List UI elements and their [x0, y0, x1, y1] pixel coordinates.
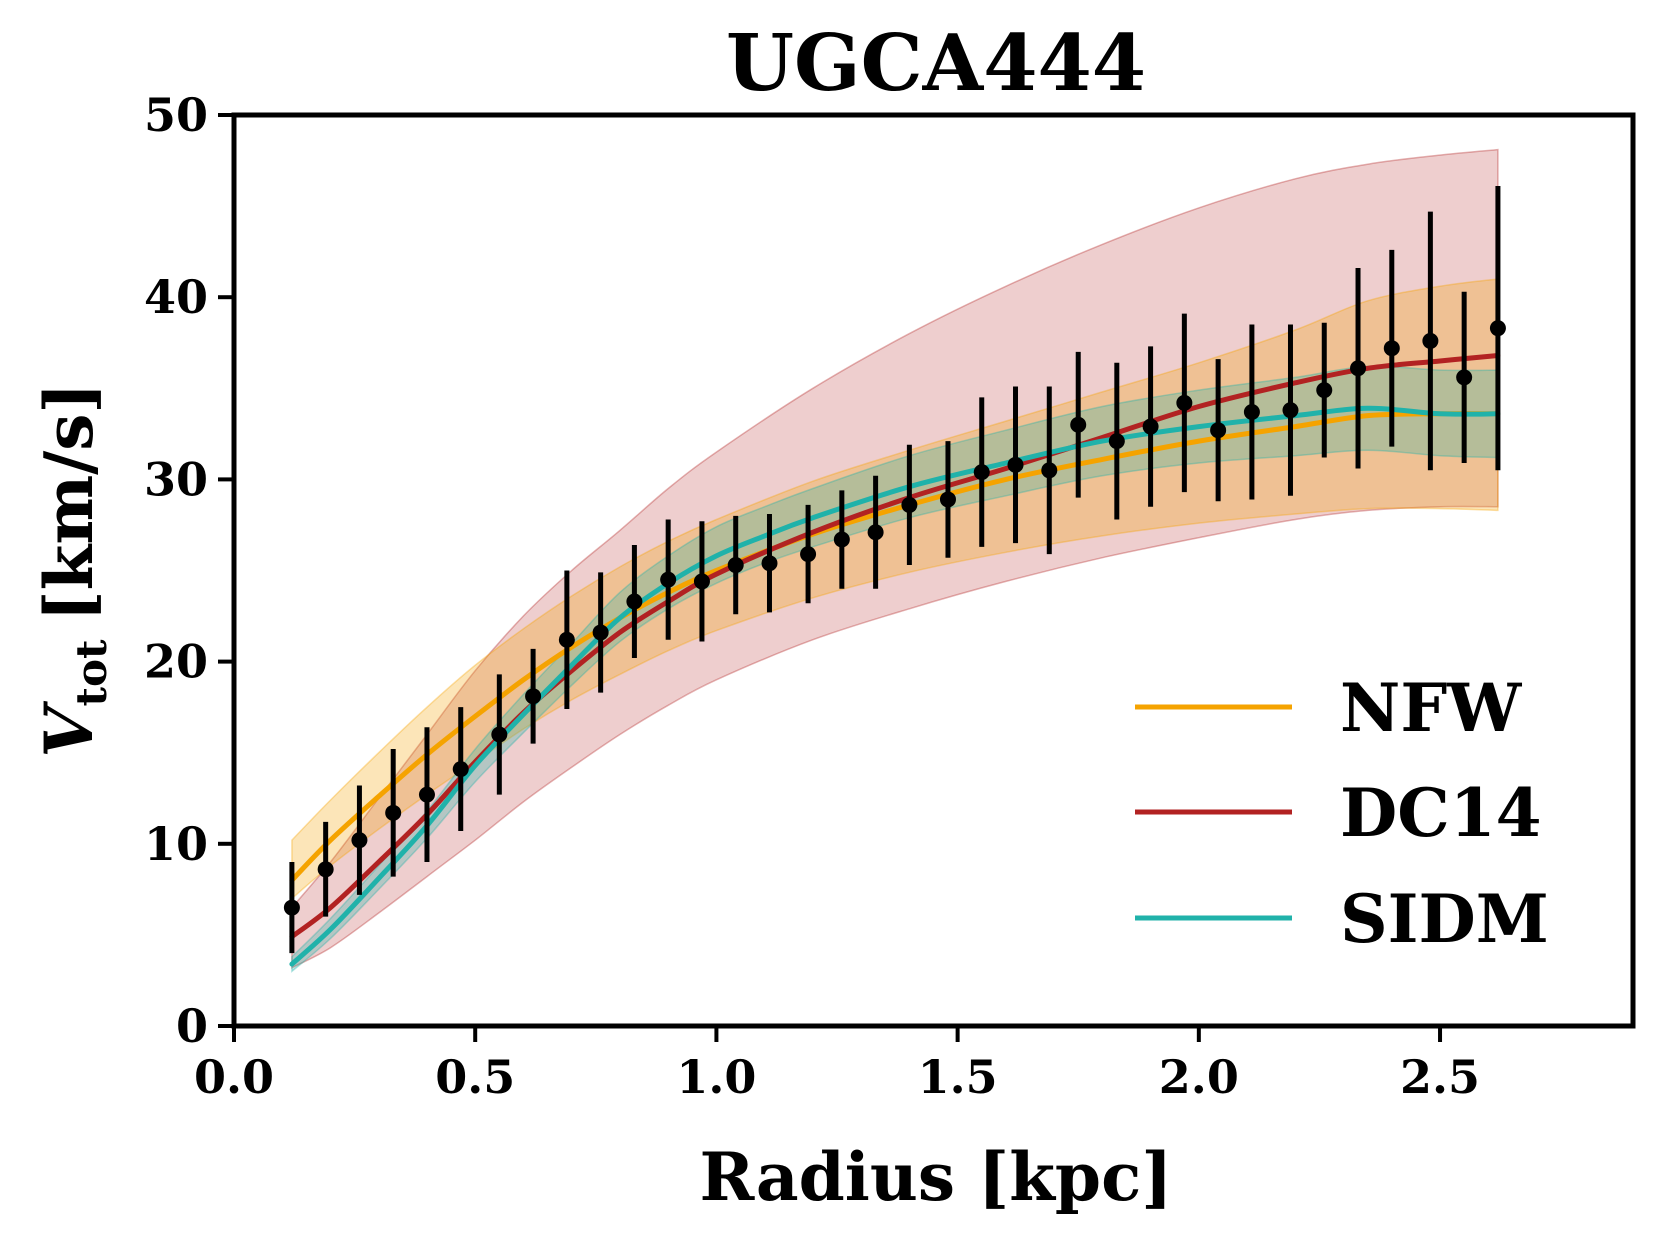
sidm-legend-label: SIDM	[1340, 880, 1549, 958]
observed-point	[660, 571, 677, 588]
observed-point	[1243, 403, 1260, 420]
y-axis-label-subscript: tot	[67, 639, 116, 706]
observed-point	[385, 804, 402, 821]
y-tick-label: 10	[144, 817, 208, 871]
observed-point	[1007, 456, 1024, 473]
dc14-uncertainty-band	[291, 148, 1499, 969]
observed-point	[833, 531, 850, 548]
observed-point	[1176, 394, 1193, 411]
uncertainty-bands	[291, 148, 1499, 973]
y-tick-label: 0	[176, 999, 208, 1053]
observed-point	[1489, 320, 1506, 337]
observed-points	[283, 320, 1506, 916]
observed-point	[693, 573, 710, 590]
observed-point	[867, 524, 884, 541]
observed-point	[351, 832, 368, 849]
observed-point	[1456, 369, 1473, 386]
plot-frame	[231, 112, 1636, 1029]
observed-point	[592, 624, 609, 641]
observed-point	[1142, 418, 1159, 435]
svg-text:Vtot[km/s]: Vtot [km/s]	[30, 382, 116, 757]
observed-point	[800, 546, 817, 563]
observed-point	[1070, 416, 1087, 433]
x-tick-label: 2.0	[1159, 1050, 1239, 1104]
y-axis-label-unit: [km/s]	[30, 382, 108, 621]
x-tick-label: 1.5	[918, 1050, 998, 1104]
observed-point	[973, 464, 990, 481]
observed-point	[1422, 332, 1439, 349]
observed-point	[901, 496, 918, 513]
observed-point	[1041, 462, 1058, 479]
x-axis-ticks: 0.0 0.5 1.0 1.5 2.0 2.5	[194, 1026, 1480, 1104]
x-tick-label: 0.0	[194, 1050, 274, 1104]
observed-point	[283, 899, 300, 916]
nfw-legend-label: NFW	[1340, 669, 1522, 747]
observed-point	[418, 786, 435, 803]
observed-point	[491, 726, 508, 743]
y-axis-label: Vtot [km/s]	[30, 382, 116, 757]
observed-point	[452, 761, 469, 778]
y-axis-ticks: 0 10 20 30 40 50	[144, 88, 234, 1053]
legend: NFW DC14 SIDM	[1135, 669, 1549, 958]
observed-point	[1282, 402, 1299, 419]
y-tick-label: 50	[144, 88, 208, 142]
observed-point	[525, 688, 542, 705]
observed-point	[727, 557, 744, 574]
x-tick-label: 1.0	[676, 1050, 756, 1104]
observed-point	[1210, 422, 1227, 439]
observed-point	[1316, 382, 1333, 399]
observed-point	[761, 555, 778, 572]
y-tick-label: 20	[144, 635, 208, 689]
observed-point	[1350, 360, 1367, 377]
observed-point	[626, 593, 643, 610]
observed-point	[939, 491, 956, 508]
sidm-curve	[289, 405, 1501, 967]
y-tick-label: 40	[144, 270, 208, 324]
observed-point	[1108, 433, 1125, 450]
observed-point	[317, 861, 334, 878]
y-axis-label-main: V	[30, 701, 108, 758]
observed-point	[1383, 340, 1400, 357]
chart-title: UGCA444	[726, 18, 1146, 109]
x-axis-label: Radius [kpc]	[700, 1138, 1173, 1216]
y-tick-label: 30	[144, 452, 208, 506]
dc14-legend-label: DC14	[1340, 774, 1542, 852]
observed-point	[558, 631, 575, 648]
x-tick-label: 2.5	[1400, 1050, 1480, 1104]
x-tick-label: 0.5	[435, 1050, 515, 1104]
